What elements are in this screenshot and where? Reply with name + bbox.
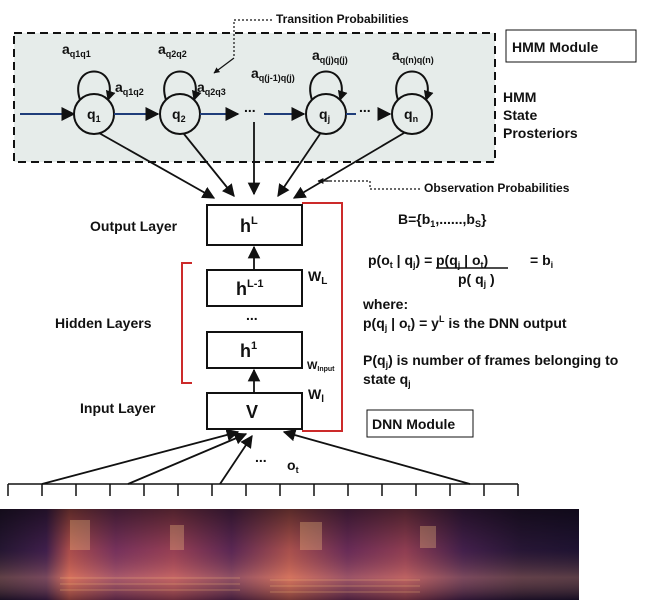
- output-layer-label: Output Layer: [90, 218, 178, 234]
- observation-prob-label: Observation Probabilities: [424, 181, 570, 195]
- where-label: where:: [362, 296, 408, 312]
- svg-text:p(ot | qj) =: p(ot | qj) =: [368, 252, 432, 270]
- layer-hL: hL: [206, 204, 303, 246]
- self-loop-q2: [163, 70, 202, 101]
- posteriors-label-3: Prosteriors: [503, 125, 578, 141]
- hmm-module-label: HMM Module: [512, 39, 599, 55]
- input-layer-label: Input Layer: [80, 400, 156, 416]
- prior-line-1: P(qj) is number of frames belonging to: [363, 352, 618, 370]
- svg-text:p( qj ): p( qj ): [458, 271, 495, 289]
- obs-ellipsis: ...: [255, 449, 267, 465]
- obs-label: ot: [287, 457, 299, 475]
- svg-text:V: V: [246, 402, 258, 422]
- transition-label-q1q2: aq1q2: [115, 79, 144, 97]
- svg-text:p(qj | ot): p(qj | ot): [436, 252, 488, 270]
- posteriors-label-2: State: [503, 107, 537, 123]
- svg-text:qj: qj: [319, 106, 330, 124]
- self-loop-label-q1: aq1q1: [62, 41, 91, 59]
- obs-arrow-3: [219, 434, 253, 485]
- posteriors-label-1: HMM: [503, 89, 536, 105]
- weight-Winput: WInput: [307, 360, 335, 373]
- svg-text:hL: hL: [240, 215, 258, 236]
- hidden-layers-bracket: [181, 262, 192, 384]
- observation-pointer: [318, 180, 420, 190]
- dnn-output-equation: p(qj | ot) = yL is the DNN output: [363, 314, 567, 333]
- layer-hL-1: hL-1: [206, 269, 303, 307]
- weight-Wl: Wl: [308, 386, 324, 405]
- layer-h1: h1: [206, 331, 303, 369]
- transition-pointer-head: [213, 57, 235, 74]
- weight-WL: WL: [308, 268, 327, 287]
- transition-pointer: [233, 19, 272, 58]
- hidden-layers-label: Hidden Layers: [55, 315, 152, 331]
- posterior-arrow-qn: [292, 132, 405, 199]
- dnn-outer-bracket: [302, 202, 343, 432]
- state-ellipsis-1: ...: [244, 99, 256, 115]
- b-set-equation: B={b1,......,bS}: [398, 211, 487, 229]
- transition-prob-label: Transition Probabilities: [276, 12, 409, 26]
- svg-text:qn: qn: [404, 106, 418, 124]
- state-qn: qn: [391, 93, 433, 135]
- svg-text:= bi: = bi: [530, 252, 553, 270]
- self-loop-qj: [309, 70, 348, 101]
- svg-text:hL-1: hL-1: [236, 278, 264, 299]
- prior-line-2: state qj: [363, 371, 411, 389]
- layer-v: V: [206, 392, 303, 430]
- transition-label-qj: aq(j-1)q(j): [251, 65, 295, 83]
- hidden-ellipsis: ...: [246, 307, 258, 323]
- obs-arrow-2: [127, 432, 248, 485]
- transition-label-q2q3: aq2q3: [197, 79, 226, 97]
- self-loop-label-qj: aq(j)q(j): [312, 47, 348, 65]
- bayes-equation: p(ot | qj) = p(qj | ot) p( qj ) = bi: [368, 252, 553, 289]
- posterior-arrow-q2: [183, 133, 235, 197]
- self-loop-label-q2: aq2q2: [158, 41, 187, 59]
- self-loop-label-qn: aq(n)q(n): [392, 47, 434, 65]
- svg-text:q2: q2: [172, 106, 186, 124]
- svg-text:q1: q1: [87, 106, 101, 124]
- state-ellipsis-2: ...: [359, 99, 371, 115]
- obs-arrow-1: [41, 428, 240, 485]
- svg-text:h1: h1: [240, 340, 257, 361]
- obs-arrow-4: [282, 428, 471, 485]
- spectrogram-image: [0, 509, 579, 600]
- self-loop-qn: [395, 70, 434, 101]
- frame-ruler: [7, 483, 519, 496]
- hmm-module-box: [505, 29, 637, 63]
- self-loop-q1: [77, 70, 116, 101]
- dnn-module-box: [366, 409, 474, 438]
- posterior-arrow-qj: [277, 133, 321, 198]
- dnn-module-label: DNN Module: [372, 416, 455, 432]
- posterior-arrow-q1: [98, 132, 216, 199]
